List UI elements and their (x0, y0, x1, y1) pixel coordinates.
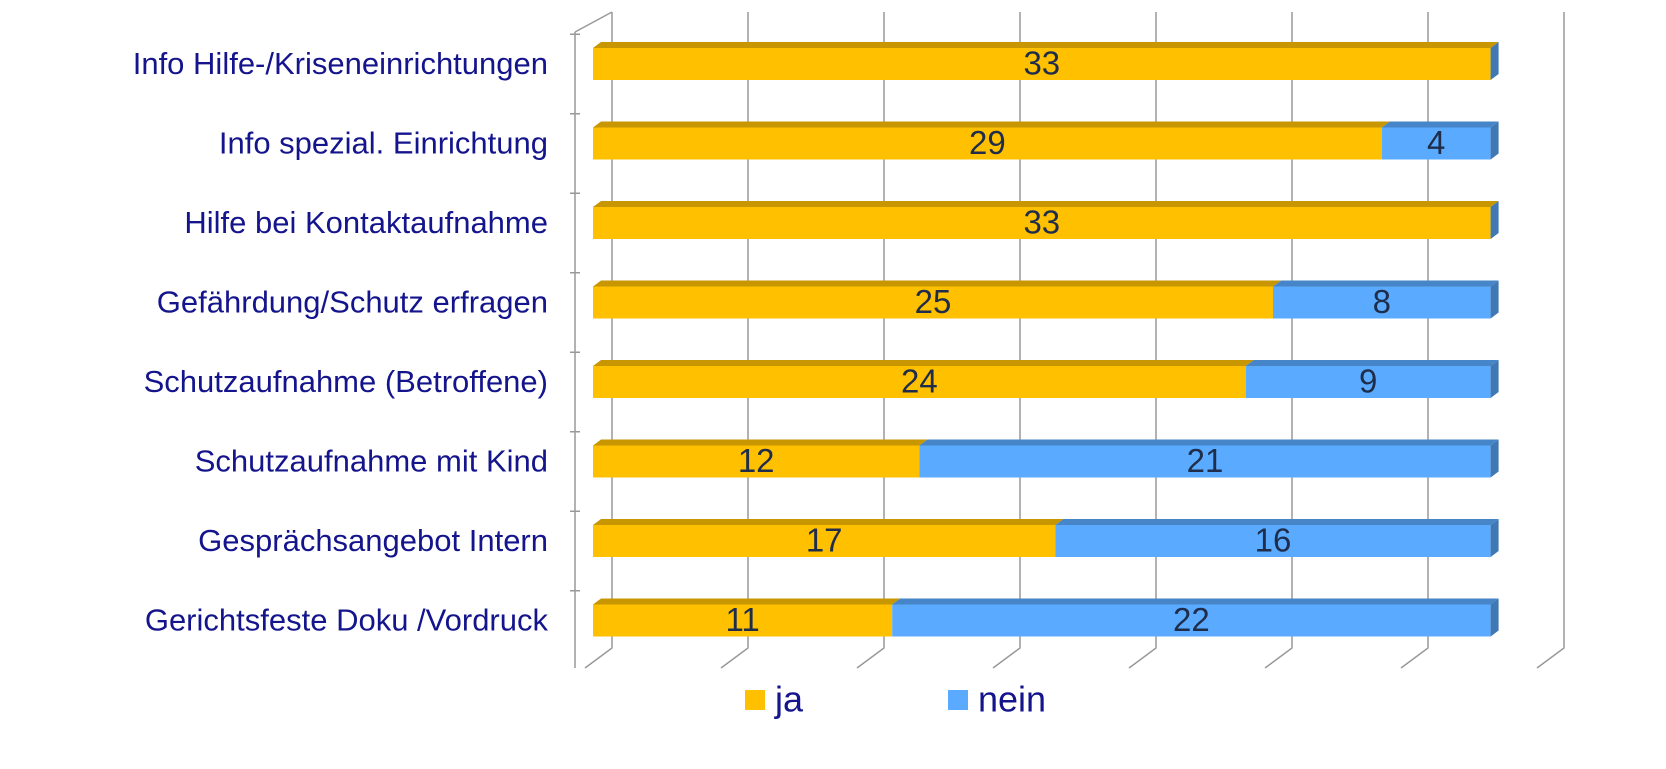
bar-top (1381, 121, 1499, 128)
data-label: 21 (1187, 442, 1224, 479)
grid-line (1536, 12, 1565, 669)
legend-swatch (948, 690, 968, 710)
bar (593, 286, 1273, 319)
bar-top (593, 280, 1281, 287)
data-label: 17 (806, 522, 843, 559)
bar-side (1490, 360, 1499, 398)
bar-side (1490, 280, 1499, 319)
bar (1381, 127, 1491, 160)
y-tick-label: Hilfe bei Kontaktaufnahme (184, 205, 548, 240)
bar-top (919, 439, 1499, 446)
y-tick-label: Gesprächsangebot Intern (198, 523, 548, 558)
legend-swatch (745, 690, 765, 710)
bar (1055, 525, 1491, 557)
y-tick-label: Gefährdung/Schutz erfragen (157, 285, 548, 320)
bar-side (1490, 121, 1499, 160)
bar (593, 366, 1246, 398)
bar-top (892, 598, 1499, 605)
bar (593, 48, 1491, 80)
grid-line (1264, 12, 1293, 669)
bar (593, 604, 893, 637)
data-label: 25 (915, 283, 952, 320)
data-label: 33 (1023, 204, 1060, 241)
grid-line (584, 12, 613, 669)
grid-line (1128, 12, 1157, 669)
y-tick-label: Info Hilfe-/Kriseneinrichtungen (133, 46, 548, 81)
bar-side (1490, 598, 1499, 637)
grid-line (992, 12, 1021, 669)
y-tick-label: Schutzaufnahme (Betroffene) (144, 364, 548, 399)
bar-top (593, 598, 901, 605)
grid-line (856, 12, 885, 669)
data-label: 12 (738, 442, 775, 479)
data-label: 29 (969, 124, 1006, 161)
grid-line (1400, 12, 1429, 669)
bar-top (1245, 360, 1499, 366)
data-label: 33 (1023, 45, 1060, 82)
bar (1245, 366, 1491, 398)
y-tick-label: Schutzaufnahme mit Kind (195, 444, 548, 479)
bar-top (593, 439, 928, 446)
data-label: 8 (1373, 283, 1391, 320)
y-tick-label: Gerichtsfeste Doku /Vordruck (145, 603, 549, 638)
bar-side (1490, 519, 1499, 557)
axis-line (574, 11, 613, 33)
bar-side (1490, 201, 1499, 239)
grid-line (720, 12, 749, 669)
bar (593, 445, 920, 478)
bar-top (593, 360, 1254, 366)
data-label: 16 (1255, 522, 1292, 559)
y-tick-label: Info spezial. Einrichtung (219, 126, 548, 161)
data-label: 24 (901, 363, 938, 400)
bar-top (593, 121, 1390, 128)
legend-label: nein (978, 679, 1046, 720)
bar-top (1055, 519, 1499, 525)
data-label: 11 (725, 601, 759, 638)
data-label: 9 (1359, 363, 1377, 400)
data-label: 4 (1427, 124, 1445, 161)
bar (1273, 286, 1491, 319)
bar-top (593, 42, 1499, 48)
legend-label: ja (774, 679, 804, 720)
bar-top (593, 519, 1064, 525)
bar-top (593, 201, 1499, 207)
bar (593, 127, 1382, 160)
bar-top (1273, 280, 1499, 287)
data-label: 22 (1173, 601, 1210, 638)
bar (593, 207, 1491, 239)
bar (593, 525, 1056, 557)
bar (919, 445, 1491, 478)
bar-side (1490, 439, 1499, 478)
bar (892, 604, 1491, 637)
bar-side (1490, 42, 1499, 80)
